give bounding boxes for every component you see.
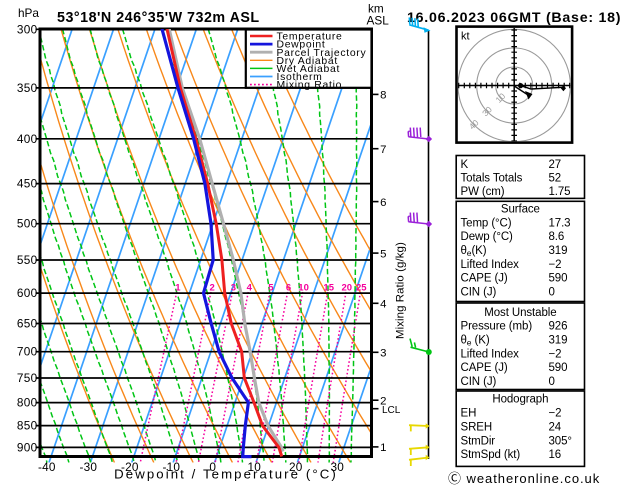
svg-text:-30: -30 — [79, 460, 97, 474]
svg-text:17.3: 17.3 — [549, 217, 571, 229]
svg-text:−2: −2 — [549, 408, 562, 420]
svg-text:800: 800 — [17, 396, 38, 410]
svg-text:CAPE (J): CAPE (J) — [461, 273, 508, 285]
svg-text:kt: kt — [461, 31, 470, 43]
svg-text:hPa: hPa — [18, 6, 39, 20]
svg-text:LCL: LCL — [382, 405, 401, 416]
svg-text:Mixing Ratio (g/kg): Mixing Ratio (g/kg) — [395, 242, 407, 339]
svg-text:Most Unstable: Most Unstable — [484, 307, 556, 319]
svg-text:Temp (°C): Temp (°C) — [461, 217, 512, 229]
svg-text:30: 30 — [331, 460, 345, 474]
svg-text:6: 6 — [380, 197, 386, 209]
svg-text:Temperature: Temperature — [277, 32, 343, 43]
svg-text:500: 500 — [17, 217, 38, 231]
svg-text:20: 20 — [342, 283, 353, 294]
svg-text:PW (cm): PW (cm) — [461, 186, 505, 198]
svg-text:Lifted Index: Lifted Index — [461, 348, 520, 360]
svg-text:1.75: 1.75 — [549, 186, 571, 198]
svg-text:350: 350 — [17, 81, 38, 95]
svg-text:0: 0 — [549, 376, 555, 388]
svg-text:θe (K): θe (K) — [461, 335, 490, 348]
svg-text:θe(K): θe(K) — [461, 245, 487, 258]
svg-text:Hodograph: Hodograph — [492, 394, 548, 406]
svg-text:0: 0 — [209, 460, 216, 474]
svg-text:Dry Adiabat: Dry Adiabat — [277, 56, 338, 67]
svg-text:319: 319 — [549, 245, 568, 257]
svg-text:24: 24 — [549, 421, 562, 433]
svg-text:53°18'N 246°35'W 732m ASL: 53°18'N 246°35'W 732m ASL — [57, 10, 260, 26]
svg-text:Dewpoint / Temperature (°C): Dewpoint / Temperature (°C) — [114, 467, 338, 482]
svg-text:CIN (J): CIN (J) — [461, 286, 497, 298]
svg-text:−2: −2 — [549, 348, 562, 360]
svg-text:Ⓒ weatheronline.co.uk: Ⓒ weatheronline.co.uk — [448, 471, 600, 486]
svg-text:Pressure (mb): Pressure (mb) — [461, 321, 533, 333]
svg-text:-10: -10 — [162, 460, 180, 474]
svg-text:StmSpd (kt): StmSpd (kt) — [461, 449, 521, 461]
svg-text:K: K — [461, 159, 469, 171]
svg-text:Parcel Trajectory: Parcel Trajectory — [277, 48, 367, 59]
svg-text:850: 850 — [17, 419, 38, 433]
svg-text:EH: EH — [461, 408, 477, 420]
svg-text:Isotherm: Isotherm — [277, 72, 323, 83]
svg-text:650: 650 — [17, 317, 38, 331]
svg-text:4: 4 — [247, 283, 253, 294]
svg-text:-40: -40 — [38, 460, 56, 474]
svg-text:25: 25 — [356, 283, 367, 294]
svg-text:Dewpoint: Dewpoint — [277, 40, 326, 51]
svg-text:16: 16 — [549, 449, 562, 461]
svg-text:8.6: 8.6 — [549, 231, 565, 243]
svg-text:926: 926 — [549, 321, 568, 333]
svg-text:SREH: SREH — [461, 421, 493, 433]
svg-text:CIN (J): CIN (J) — [461, 376, 497, 388]
svg-text:10: 10 — [298, 283, 309, 294]
svg-text:15: 15 — [323, 283, 334, 294]
svg-text:4: 4 — [380, 299, 386, 311]
svg-text:590: 590 — [549, 273, 568, 285]
svg-text:Wet Adiabat: Wet Adiabat — [277, 64, 341, 75]
svg-text:52: 52 — [549, 173, 562, 185]
svg-text:750: 750 — [17, 371, 38, 385]
svg-text:700: 700 — [17, 345, 38, 359]
svg-text:600: 600 — [17, 286, 38, 300]
svg-text:StmDir: StmDir — [461, 435, 496, 447]
svg-text:400: 400 — [17, 132, 38, 146]
svg-text:6: 6 — [286, 283, 291, 294]
svg-text:27: 27 — [549, 159, 562, 171]
svg-text:300: 300 — [17, 22, 38, 36]
svg-text:Lifted Index: Lifted Index — [461, 259, 520, 271]
svg-text:319: 319 — [549, 335, 568, 347]
svg-text:Mixing Ratio: Mixing Ratio — [277, 80, 343, 91]
svg-text:900: 900 — [17, 440, 38, 454]
svg-text:Surface: Surface — [501, 204, 540, 216]
svg-text:Dewp (°C): Dewp (°C) — [461, 231, 514, 243]
svg-text:590: 590 — [549, 362, 568, 374]
svg-text:10: 10 — [248, 460, 262, 474]
svg-text:ASL: ASL — [367, 14, 390, 28]
svg-text:2: 2 — [380, 395, 386, 407]
svg-text:2: 2 — [209, 283, 214, 294]
svg-text:5: 5 — [380, 248, 386, 260]
svg-text:16.06.2023 06GMT (Base: 18): 16.06.2023 06GMT (Base: 18) — [407, 10, 621, 26]
svg-text:450: 450 — [17, 177, 38, 191]
svg-text:1: 1 — [380, 442, 386, 454]
svg-text:0: 0 — [549, 286, 555, 298]
svg-text:20: 20 — [289, 460, 303, 474]
svg-text:-20: -20 — [121, 460, 139, 474]
svg-text:Totals Totals: Totals Totals — [461, 173, 523, 185]
svg-text:305°: 305° — [549, 435, 572, 447]
svg-text:CAPE (J): CAPE (J) — [461, 362, 508, 374]
svg-text:5: 5 — [268, 283, 274, 294]
svg-text:3: 3 — [380, 348, 386, 360]
svg-text:8: 8 — [380, 90, 386, 102]
svg-text:3: 3 — [231, 283, 236, 294]
svg-text:−2: −2 — [549, 259, 562, 271]
svg-text:km: km — [368, 2, 384, 16]
svg-text:550: 550 — [17, 253, 38, 267]
svg-text:1: 1 — [175, 283, 181, 294]
svg-text:7: 7 — [380, 144, 386, 156]
